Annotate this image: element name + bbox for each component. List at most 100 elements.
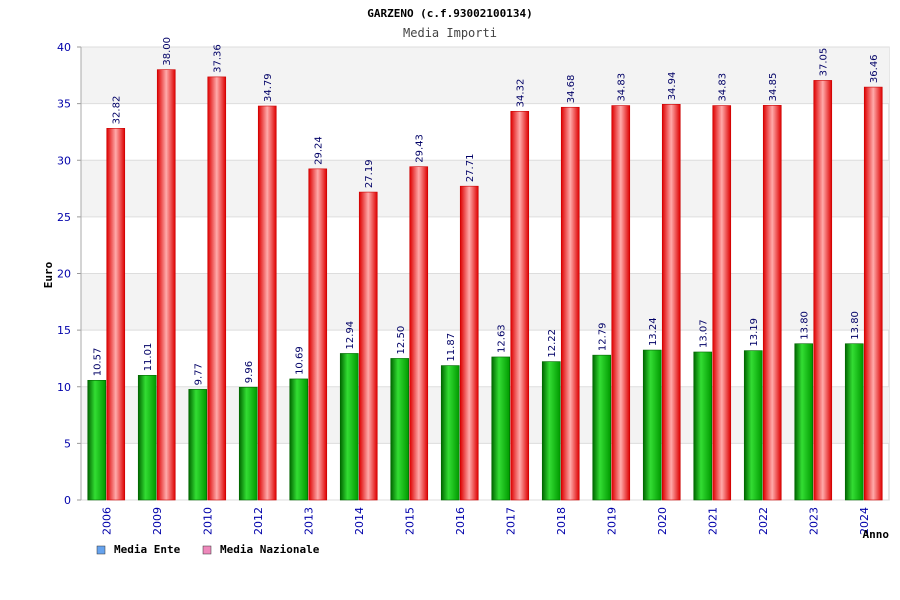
value-label-media-nazionale-2018: 34.68 xyxy=(566,75,577,104)
bar-media-ente-2006 xyxy=(87,379,107,501)
bar-media-nazionale-2019 xyxy=(611,105,631,501)
bar-media-ente-2023 xyxy=(794,343,814,501)
bar-media-nazionale-2014 xyxy=(358,191,378,501)
value-label-media-ente-2014: 12.94 xyxy=(345,321,356,350)
bar-media-nazionale-2016 xyxy=(459,185,479,501)
legend-swatch-media-nazionale xyxy=(202,545,212,555)
value-label-media-ente-2012: 9.96 xyxy=(244,361,255,383)
value-label-media-nazionale-2017: 34.32 xyxy=(516,79,527,108)
x-tick-label-2012: 2012 xyxy=(252,507,265,535)
bar-media-nazionale-2015 xyxy=(409,166,429,501)
bar-media-ente-2012 xyxy=(238,386,258,501)
x-tick-label-2016: 2016 xyxy=(454,507,467,535)
bar-media-ente-2020 xyxy=(642,349,662,501)
bar-media-ente-2021 xyxy=(693,351,713,501)
value-label-media-nazionale-2006: 32.82 xyxy=(112,96,123,125)
x-tick-label-2009: 2009 xyxy=(151,507,164,535)
bar-media-nazionale-2006 xyxy=(106,128,126,501)
value-label-media-nazionale-2020: 34.94 xyxy=(667,72,678,101)
bars xyxy=(87,69,883,501)
value-label-media-ente-2024: 13.80 xyxy=(850,311,861,340)
y-axis-label: Euro xyxy=(42,261,55,288)
bar-media-nazionale-2017 xyxy=(510,111,530,501)
y-tick-label: 25 xyxy=(57,211,71,224)
x-tick-label-2015: 2015 xyxy=(403,507,416,535)
bar-media-ente-2014 xyxy=(339,353,359,501)
bar-media-nazionale-2024 xyxy=(863,86,883,501)
value-label-media-nazionale-2014: 27.19 xyxy=(364,159,375,188)
x-axis-label: Anno xyxy=(863,528,890,541)
value-label-media-ente-2016: 11.87 xyxy=(446,333,457,362)
x-tick-label-2019: 2019 xyxy=(605,507,618,535)
value-label-media-ente-2023: 13.80 xyxy=(800,311,811,340)
legend-label-media-nazionale: Media Nazionale xyxy=(220,543,320,556)
value-label-media-ente-2013: 10.69 xyxy=(295,346,306,375)
value-label-media-ente-2018: 12.22 xyxy=(547,329,558,358)
bar-media-nazionale-2012 xyxy=(257,105,277,501)
value-label-media-nazionale-2021: 34.83 xyxy=(718,73,729,102)
y-tick-label: 35 xyxy=(57,98,71,111)
legend-label-media-ente: Media Ente xyxy=(114,543,181,556)
bar-media-nazionale-2010 xyxy=(207,76,227,501)
bar-media-ente-2009 xyxy=(137,375,157,501)
bar-media-nazionale-2021 xyxy=(712,105,732,501)
value-label-media-ente-2009: 11.01 xyxy=(143,343,154,372)
bar-media-ente-2019 xyxy=(592,354,612,501)
value-label-media-ente-2015: 12.50 xyxy=(396,326,407,355)
bar-media-nazionale-2020 xyxy=(661,104,681,501)
x-tick-label-2017: 2017 xyxy=(504,507,517,535)
y-tick-label: 20 xyxy=(57,268,71,281)
x-tick-label-2021: 2021 xyxy=(706,507,719,535)
value-labels: 10.57 32.82 11.01 38.00 9.77 37.36 9.96 34.79 10… xyxy=(93,37,881,385)
x-tick-label-2024: 2024 xyxy=(858,507,871,535)
x-tick-label-2013: 2013 xyxy=(302,507,315,535)
value-label-media-ente-2019: 12.79 xyxy=(598,323,609,352)
y-tick-label: 15 xyxy=(57,324,71,337)
x-tick-label-2020: 2020 xyxy=(656,507,669,535)
y-axis-ticks: 0 5 10 15 20 25 30 35 40 xyxy=(57,41,82,507)
bar-media-ente-2010 xyxy=(188,389,208,501)
bar-media-ente-2017 xyxy=(491,356,511,501)
legend: Media Ente Media Nazionale xyxy=(96,543,320,556)
x-tick-label-2023: 2023 xyxy=(807,507,820,535)
chart-title: GARZENO (c.f.93002100134) xyxy=(367,7,533,20)
value-label-media-nazionale-2019: 34.83 xyxy=(617,73,628,102)
bar-media-nazionale-2018 xyxy=(560,106,580,501)
y-tick-label: 10 xyxy=(57,381,71,394)
value-label-media-ente-2020: 13.24 xyxy=(648,317,659,346)
value-label-media-nazionale-2016: 27.71 xyxy=(465,154,476,183)
bar-media-nazionale-2022 xyxy=(762,105,782,501)
value-label-media-ente-2006: 10.57 xyxy=(93,348,104,377)
bar-media-ente-2015 xyxy=(390,358,410,501)
y-tick-label: 0 xyxy=(64,494,71,507)
value-label-media-nazionale-2022: 34.85 xyxy=(768,73,779,102)
value-label-media-ente-2017: 12.63 xyxy=(497,324,508,353)
x-tick-label-2010: 2010 xyxy=(201,507,214,535)
bar-media-nazionale-2013 xyxy=(308,168,328,501)
value-label-media-nazionale-2023: 37.05 xyxy=(819,48,830,77)
x-tick-label-2014: 2014 xyxy=(353,507,366,535)
x-tick-label-2022: 2022 xyxy=(757,507,770,535)
value-label-media-ente-2021: 13.07 xyxy=(699,319,710,348)
bar-media-ente-2024 xyxy=(844,343,864,501)
value-label-media-nazionale-2013: 29.24 xyxy=(314,136,325,165)
value-label-media-ente-2022: 13.19 xyxy=(749,318,760,347)
x-tick-label-2018: 2018 xyxy=(555,507,568,535)
y-tick-label: 5 xyxy=(64,437,71,450)
bar-media-nazionale-2009 xyxy=(156,69,176,501)
bar-media-ente-2018 xyxy=(541,361,561,501)
value-label-media-nazionale-2024: 36.46 xyxy=(869,54,880,83)
value-label-media-nazionale-2009: 38.00 xyxy=(162,37,173,66)
y-tick-label: 40 xyxy=(57,41,71,54)
value-label-media-ente-2010: 9.77 xyxy=(194,363,205,385)
chart-subtitle: Media Importi xyxy=(403,26,497,40)
bar-media-ente-2022 xyxy=(743,350,763,501)
value-label-media-nazionale-2015: 29.43 xyxy=(415,134,426,163)
x-tick-label-2006: 2006 xyxy=(100,507,113,535)
value-label-media-nazionale-2010: 37.36 xyxy=(213,44,224,73)
bar-media-ente-2013 xyxy=(289,378,309,501)
y-tick-label: 30 xyxy=(57,154,71,167)
value-label-media-nazionale-2012: 34.79 xyxy=(263,73,274,102)
legend-swatch-media-ente xyxy=(96,545,106,555)
